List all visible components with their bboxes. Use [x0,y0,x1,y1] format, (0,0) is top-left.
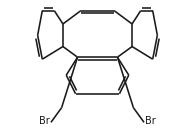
Text: Br: Br [39,116,50,126]
Text: Br: Br [145,116,156,126]
